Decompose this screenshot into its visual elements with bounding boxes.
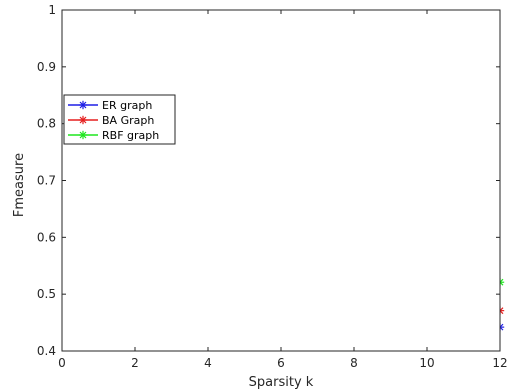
axes: 0 2 4 6 8 10 12 0.4 0.5 0.6 0.7 0.8 0.9 1	[37, 3, 508, 370]
x-tick-label: 6	[277, 356, 285, 370]
legend: ER graph BA Graph RBF graph	[63, 94, 176, 145]
legend-marker-ba-graph	[78, 115, 88, 125]
x-tick-label: 12	[492, 356, 507, 370]
x-tick-label: 8	[350, 356, 358, 370]
x-tick-label: 2	[131, 356, 139, 370]
x-axis-title: Sparsity k	[249, 375, 314, 390]
y-axis-title: Fmeasure	[12, 153, 27, 217]
y-tick-label: 0.6	[37, 230, 56, 244]
legend-label-ba-graph: BA Graph	[102, 114, 154, 127]
plot-frame	[61, 9, 501, 352]
legend-marker-rbf-graph	[78, 130, 88, 140]
y-tick-label: 0.9	[37, 60, 56, 74]
x-tick-label: 0	[58, 356, 66, 370]
y-tick-label: 0.4	[37, 344, 56, 358]
y-tick-label: 0.5	[37, 287, 56, 301]
y-tick-label: 1	[48, 3, 56, 17]
legend-label-er-graph: ER graph	[102, 99, 152, 112]
x-tick-label: 4	[204, 356, 212, 370]
y-tick-label: 0.8	[37, 117, 56, 131]
y-tick-label: 0.7	[37, 174, 56, 188]
x-tick-label: 10	[419, 356, 434, 370]
legend-label-rbf-graph: RBF graph	[102, 129, 159, 142]
legend-marker-er-graph	[78, 100, 88, 110]
